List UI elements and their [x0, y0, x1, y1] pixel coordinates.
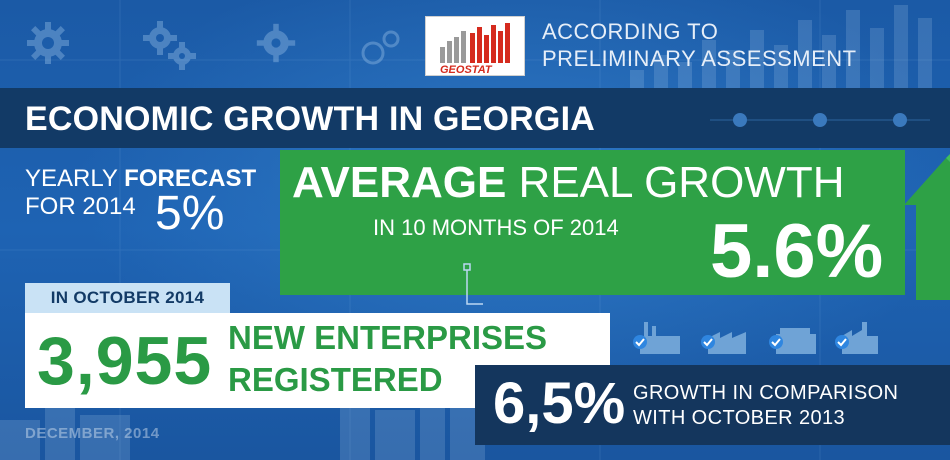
comparison-panel: 6,5% GROWTH IN COMPARISON WITH OCTOBER 2… — [475, 365, 950, 445]
forecast-year: FOR 2014 — [25, 193, 136, 220]
average-growth-heading: AVERAGE REAL GROWTH — [292, 158, 845, 208]
comparison-line-1: GROWTH IN COMPARISON — [633, 382, 899, 404]
factory-icon — [769, 328, 816, 354]
average-growth-period: IN 10 MONTHS OF 2014 — [373, 215, 619, 240]
svg-text:GEOSTAT: GEOSTAT — [440, 64, 493, 76]
gears-icon — [143, 21, 196, 70]
assessment-line-1: ACCORDING TO — [542, 19, 719, 44]
geostat-logo: GEOSTAT — [425, 16, 525, 76]
forecast-label: YEARLY FORECAST — [25, 165, 285, 193]
footer-date: DECEMBER, 2014 — [25, 425, 160, 442]
title-bar: ECONOMIC GROWTH IN GEORGIA — [0, 88, 950, 148]
timeline-dots — [710, 113, 930, 127]
connector-line — [463, 263, 483, 305]
gear-icon — [27, 22, 69, 64]
gear-icon — [256, 23, 296, 63]
factory-icon — [701, 332, 746, 354]
enterprises-count: 3,955 — [37, 323, 213, 399]
enterprises-label-line-1: NEW ENTERPRISES — [228, 319, 548, 356]
assessment-note: ACCORDING TO PRELIMINARY ASSESSMENT — [542, 18, 902, 72]
october-badge: IN OCTOBER 2014 — [25, 283, 230, 313]
comparison-label: GROWTH IN COMPARISON WITH OCTOBER 2013 — [633, 381, 898, 431]
growth-arrow-icon — [904, 154, 950, 300]
average-growth-panel: AVERAGE REAL GROWTH IN 10 MONTHS OF 2014… — [280, 150, 905, 295]
enterprises-label-line-2: REGISTERED — [228, 361, 443, 398]
average-growth-value: 5.6% — [710, 209, 884, 294]
comparison-value: 6,5% — [493, 371, 626, 436]
forecast-label-bold: FORECAST — [124, 165, 257, 192]
comparison-line-2: WITH OCTOBER 2013 — [633, 407, 846, 429]
page-title: ECONOMIC GROWTH IN GEORGIA — [25, 100, 595, 138]
factory-icon — [835, 322, 878, 354]
assessment-line-2: PRELIMINARY ASSESSMENT — [542, 46, 857, 71]
forecast-block: YEARLY FORECAST FOR 2014 5% — [25, 165, 285, 240]
forecast-label-prefix: YEARLY — [25, 165, 125, 192]
gears-icon — [361, 30, 400, 65]
factory-icons-row — [630, 320, 950, 360]
forecast-value: 5% — [155, 187, 225, 240]
geostat-logo-graphic: GEOSTAT — [440, 23, 510, 76]
factory-icon — [633, 322, 680, 354]
average-label-rest: REAL GROWTH — [506, 158, 845, 207]
average-label-bold: AVERAGE — [292, 158, 507, 207]
